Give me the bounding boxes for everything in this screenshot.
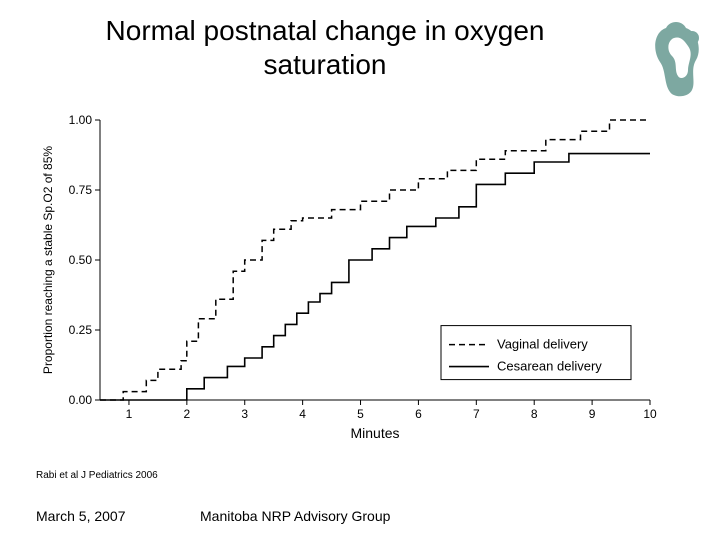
x-tick-label: 10 (643, 407, 657, 421)
x-tick-label: 7 (473, 407, 480, 421)
y-axis-label: Proportion reaching a stable Sp.O2 of 85… (41, 146, 55, 374)
citation-text: Rabi et al J Pediatrics 2006 (36, 470, 158, 481)
x-tick-label: 4 (299, 407, 306, 421)
km-step-chart: 0.00 0.25 0.50 0.75 1.00 1 2 3 4 5 6 7 8 9 10 Proportio… (30, 110, 670, 450)
y-tick-label: 0.50 (69, 253, 93, 267)
x-tick-label: 6 (415, 407, 422, 421)
legend-label: Cesarean delivery (497, 359, 602, 374)
x-tick-label: 1 (126, 407, 133, 421)
x-tick-label: 3 (241, 407, 248, 421)
legend-label: Vaginal delivery (497, 337, 588, 352)
y-tick-label: 0.75 (69, 183, 93, 197)
y-tick-label: 0.00 (69, 393, 93, 407)
x-axis-label: Minutes (350, 425, 399, 441)
x-tick-label: 8 (531, 407, 538, 421)
y-tick-label: 0.25 (69, 323, 93, 337)
title-line-1: Normal postnatal change in oxygen (106, 15, 545, 46)
title-line-2: saturation (264, 49, 387, 80)
x-tick-label: 2 (183, 407, 190, 421)
y-tick-label: 1.00 (69, 113, 93, 127)
footer-date: March 5, 2007 (36, 508, 126, 524)
footer-group: Manitoba NRP Advisory Group (200, 508, 390, 524)
mother-child-logo-icon (644, 10, 714, 100)
x-tick-label: 9 (589, 407, 596, 421)
slide-title: Normal postnatal change in oxygen satura… (0, 14, 650, 81)
x-tick-label: 5 (357, 407, 364, 421)
